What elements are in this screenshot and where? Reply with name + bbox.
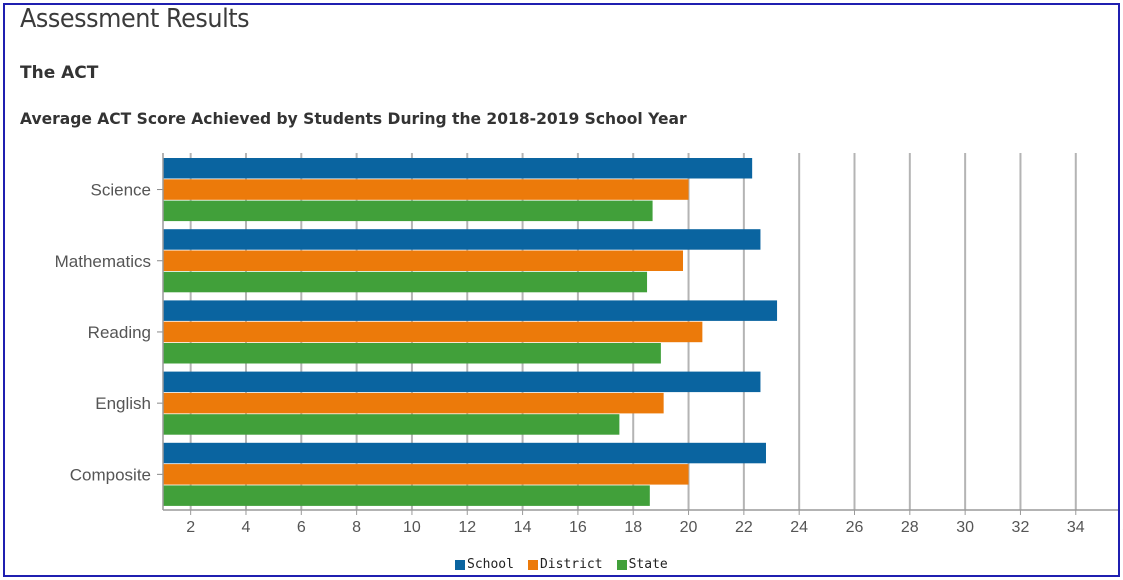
legend-label-school: School	[467, 557, 514, 572]
bar-composite-district[interactable]	[163, 464, 689, 485]
x-tick-label-34: 34	[1067, 519, 1085, 536]
x-tick-label-32: 32	[1012, 519, 1030, 536]
legend-swatch-state	[616, 559, 627, 570]
x-tick-label-4: 4	[242, 519, 251, 536]
bar-english-district[interactable]	[163, 392, 664, 414]
bar-english-state[interactable]	[163, 414, 620, 435]
bar-composite-state[interactable]	[163, 485, 650, 506]
bar-reading-district[interactable]	[163, 321, 703, 343]
legend-label-district: District	[539, 557, 603, 572]
page-title: Assessment Results	[20, 4, 250, 34]
bar-science-school[interactable]	[163, 158, 753, 179]
chart-legend: School District State	[455, 557, 668, 572]
x-tick-label-22: 22	[735, 519, 753, 536]
chart-title: Average ACT Score Achieved by Students D…	[20, 109, 687, 128]
category-label-mathematics: Mathematics	[55, 252, 151, 271]
bar-reading-school[interactable]	[163, 300, 778, 321]
legend-swatch-school	[455, 559, 465, 570]
category-label-science: Science	[91, 181, 151, 200]
x-tick-label-10: 10	[403, 519, 421, 536]
x-tick-label-12: 12	[458, 519, 476, 536]
legend-swatch-district	[527, 559, 538, 570]
bar-science-state[interactable]	[163, 200, 653, 222]
x-tick-label-20: 20	[680, 519, 698, 536]
x-tick-label-24: 24	[790, 519, 808, 536]
x-tick-label-16: 16	[569, 519, 587, 536]
x-tick-label-30: 30	[956, 519, 974, 536]
x-tick-label-26: 26	[846, 519, 864, 536]
bar-english-school[interactable]	[163, 371, 761, 393]
bar-composite-school[interactable]	[163, 442, 766, 464]
x-tick-label-8: 8	[352, 519, 361, 536]
bar-mathematics-school[interactable]	[163, 229, 761, 250]
bar-mathematics-district[interactable]	[163, 250, 684, 272]
category-label-reading: Reading	[88, 323, 151, 342]
legend-item-school[interactable]: School	[455, 557, 514, 572]
category-label-composite: Composite	[70, 465, 151, 484]
x-tick-label-14: 14	[514, 519, 532, 536]
x-tick-label-28: 28	[901, 519, 919, 536]
legend-item-state[interactable]: State	[616, 557, 668, 572]
bar-mathematics-state[interactable]	[163, 271, 648, 293]
bar-reading-state[interactable]	[163, 343, 661, 364]
category-label-english: English	[95, 394, 151, 413]
section-title: The ACT	[20, 63, 99, 83]
x-tick-label-2: 2	[186, 519, 195, 536]
x-tick-label-18: 18	[624, 519, 642, 536]
bar-science-district[interactable]	[163, 179, 689, 200]
x-tick-label-6: 6	[297, 519, 306, 536]
legend-label-state: State	[628, 557, 668, 572]
legend-item-district[interactable]: District	[527, 557, 603, 572]
